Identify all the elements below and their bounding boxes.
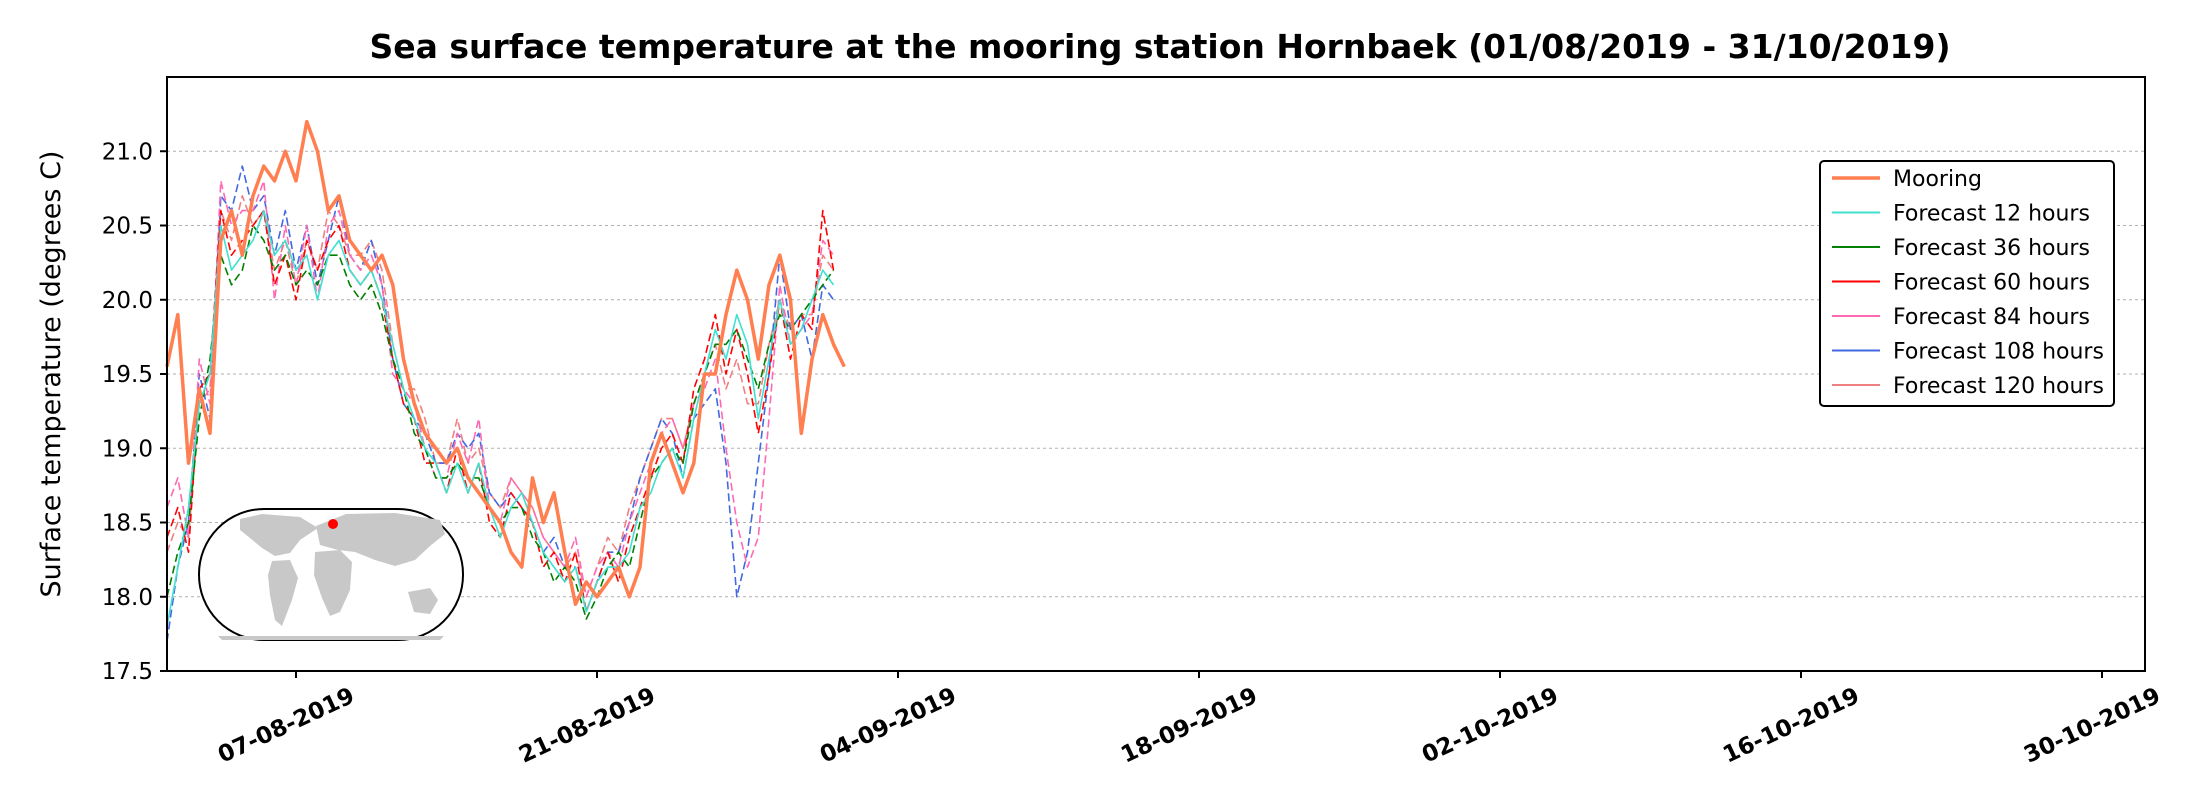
x-tick-label: 04-09-2019 — [816, 683, 960, 769]
y-axis: 17.5 18.0 18.5 19.0 19.5 20.0 20.5 21.0 — [102, 139, 167, 685]
continents — [218, 513, 445, 640]
legend-label: Forecast 120 hours — [1893, 374, 2104, 399]
legend-label: Mooring — [1893, 167, 1982, 192]
x-tick-label: 07-08-2019 — [214, 683, 358, 769]
x-tick-label: 02-10-2019 — [1418, 683, 1562, 769]
y-tick-label: 20.0 — [102, 288, 153, 314]
plot-series — [165, 119, 846, 642]
legend-label: Forecast 12 hours — [1893, 202, 2090, 227]
station-marker — [328, 519, 338, 529]
series-line-forecast-120-hours — [166, 195, 835, 598]
y-tick-label: 21.0 — [102, 139, 153, 165]
legend-frame — [1819, 160, 2115, 407]
chart-title: Sea surface temperature at the mooring s… — [369, 27, 1950, 66]
series-line-forecast-84-hours — [166, 180, 835, 598]
series-line-forecast-108-hours — [166, 165, 835, 642]
x-tick-label: 21-08-2019 — [515, 683, 659, 769]
legend-label: Forecast 84 hours — [1893, 305, 2090, 330]
series-line-mooring — [165, 119, 846, 606]
series-line-forecast-12-hours — [166, 209, 835, 627]
y-tick-label: 19.5 — [102, 362, 153, 388]
legend-label: Forecast 60 hours — [1893, 271, 2090, 296]
y-tick-label: 18.0 — [102, 585, 153, 611]
x-tick-label: 16-10-2019 — [1719, 683, 1863, 769]
x-tick-label: 30-10-2019 — [2020, 683, 2164, 769]
legend-label: Forecast 108 hours — [1893, 340, 2104, 365]
y-tick-label: 20.5 — [102, 214, 153, 240]
legend: Mooring Forecast 12 hours Forecast 36 hour… — [1819, 160, 2115, 407]
y-tick-label: 18.5 — [102, 511, 153, 537]
x-axis: 07-08-2019 21-08-2019 04-09-2019 18-09-2019… — [214, 671, 2165, 769]
y-axis-label: Surface temperature (degrees C) — [36, 151, 67, 598]
x-tick-label: 18-09-2019 — [1117, 683, 1261, 769]
legend-label: Forecast 36 hours — [1893, 236, 2090, 261]
y-tick-label: 19.0 — [102, 436, 153, 462]
inset-world-map — [198, 508, 464, 641]
y-tick-label: 17.5 — [102, 659, 153, 685]
